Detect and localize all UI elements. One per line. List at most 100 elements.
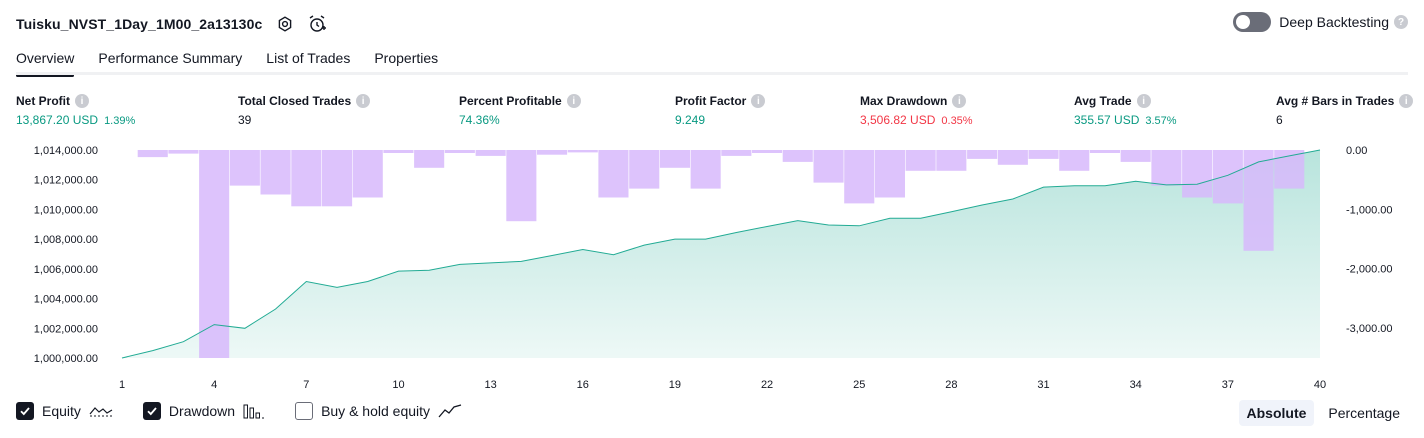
left-axis-tick-label: 1,014,000.00 [34,145,98,157]
toggle-buy-hold-label: Buy & hold equity [321,403,431,419]
x-axis-tick-label: 13 [484,379,496,391]
drawdown-bar [1182,150,1213,198]
drawdown-bar [1151,150,1182,186]
right-axis-tick-label: -1,000.00 [1346,204,1392,216]
info-icon[interactable]: i [952,94,967,108]
x-axis-tick-label: 37 [1222,379,1234,391]
drawdown-bar [1274,150,1305,189]
drawdown-bar [352,150,383,198]
left-axis-tick-label: 1,006,000.00 [34,264,98,276]
drawdown-bar [782,150,813,162]
metric-avg-bars: Avg # Bars in Trades i 6 [1276,94,1414,127]
drawdown-bar [905,150,936,171]
toggle-equity-label: Equity [42,403,81,419]
drawdown-bar [475,150,506,156]
metric-percent: 0.35% [941,115,973,127]
toggle-drawdown-label: Drawdown [168,403,236,419]
equity-line [121,149,1321,359]
left-axis-tick-label: 1,000,000.00 [34,353,98,365]
drawdown-bar [291,150,322,207]
metric-percent: 1.39% [104,115,136,127]
toggle-drawdown[interactable]: Drawdown [142,402,265,420]
right-axis-tick-label: 0.00 [1346,145,1367,157]
info-icon[interactable]: i [75,94,89,108]
drawdown-bar [444,150,475,153]
header: Tuisku_NVST_1Day_1M00_2a13130c [16,10,328,38]
drawdown-bar [598,150,629,198]
deep-backtesting-toggle[interactable] [1233,12,1272,32]
drawdown-bar [659,150,690,168]
right-axis-tick-label: -2,000.00 [1346,264,1392,276]
tab-list-of-trades[interactable]: List of Trades [266,50,351,66]
metric-net-profit: Net Profit i 13,867.20 USD 1.39% [16,94,135,127]
x-axis-tick-label: 4 [211,379,217,391]
mode-absolute-button[interactable]: Absolute [1238,400,1315,426]
metric-label: Total Closed Trades [238,94,352,108]
x-axis-tick-label: 25 [853,379,865,391]
deep-backtesting-label: Deep Backtesting [1279,14,1389,30]
x-axis-tick-label: 31 [1037,379,1049,391]
alarm-clock-add-icon[interactable] [306,13,328,35]
info-icon[interactable]: i [356,94,371,108]
x-axis-tick-label: 19 [669,379,681,391]
tab-performance-summary[interactable]: Performance Summary [98,50,243,66]
x-axis-tick-label: 10 [392,379,404,391]
drawdown-bar [813,150,844,183]
drawdown-bar [629,150,660,189]
metric-avg-trade: Avg Trade i 355.57 USD 3.57% [1074,94,1177,127]
deep-backtesting: Deep Backtesting ? [1233,12,1408,32]
left-axis-tick-label: 1,010,000.00 [34,204,98,216]
metric-label: Net Profit [16,94,70,108]
x-axis-tick-label: 28 [945,379,957,391]
checkbox-checked-icon[interactable] [16,402,34,420]
checkbox-checked-icon[interactable] [142,402,161,420]
checkbox-unchecked-icon[interactable] [295,402,314,420]
drawdown-bar [260,150,291,195]
metric-label: Avg # Bars in Trades [1276,94,1395,108]
drawdown-bar [844,150,875,204]
toggle-equity[interactable]: Equity [16,402,113,420]
drawdown-bar [199,150,230,358]
info-icon[interactable]: i [751,94,766,108]
strategy-name: Tuisku_NVST_1Day_1M00_2a13130c [16,16,263,32]
deep-backtesting-help-icon[interactable]: ? [1394,15,1408,29]
metric-label: Profit Factor [675,94,747,108]
metric-value: 39 [238,113,252,127]
tab-bar: Overview Performance Summary List of Tra… [16,46,462,77]
tab-overview[interactable]: Overview [16,46,75,77]
drawdown-bar [936,150,967,171]
x-axis-tick-label: 7 [303,379,309,391]
drawdown-bar [383,150,414,153]
drawdown-bar [721,150,752,156]
drawdown-bar [1120,150,1151,162]
display-mode-switch: Absolute Percentage [1233,400,1409,426]
drawdown-bar [997,150,1028,165]
x-axis-tick-label: 34 [1130,379,1142,391]
mode-percentage-button[interactable]: Percentage [1328,405,1400,421]
info-icon[interactable]: i [1399,94,1414,108]
settings-icon[interactable] [274,13,296,35]
toggle-buy-hold-equity[interactable]: Buy & hold equity [295,402,462,420]
x-axis-tick-label: 1 [119,379,125,391]
metric-label: Avg Trade [1074,94,1132,108]
drawdown-bar [567,150,598,153]
left-axis-tick-label: 1,012,000.00 [34,175,98,187]
tab-properties[interactable]: Properties [374,50,439,66]
equity-line-icon [89,404,113,418]
toggle-knob [1236,15,1251,29]
info-icon[interactable]: i [1136,94,1151,108]
metric-value: 355.57 USD [1074,113,1140,127]
metric-profit-factor: Profit Factor i 9.249 [675,94,766,127]
drawdown-bar [414,150,445,168]
drawdown-bar [874,150,905,198]
drawdown-bar [168,150,199,154]
x-axis-tick-label: 22 [761,379,773,391]
metric-label: Max Drawdown [860,94,948,108]
drawdown-bar [1243,150,1274,251]
drawdown-bar [1059,150,1090,171]
drawdown-bar [1212,150,1243,204]
info-icon[interactable]: i [566,94,581,108]
metric-label: Percent Profitable [459,94,562,108]
drawdown-bar [137,150,168,158]
metric-percent-profitable: Percent Profitable i 74.36% [459,94,581,127]
